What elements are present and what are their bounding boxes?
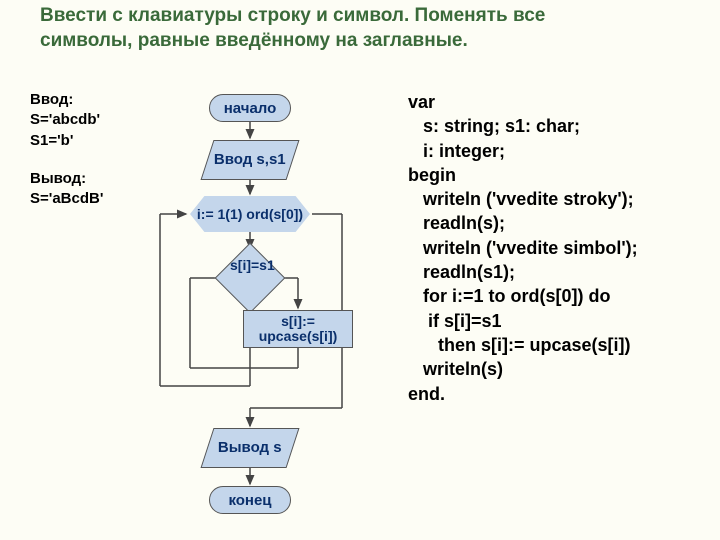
flow-process: s[i]:= upcase(s[i])	[243, 310, 353, 348]
flow-output-label: Вывод s	[218, 440, 282, 457]
flow-condition-label: s[i]=s1	[230, 258, 270, 273]
flow-input: Ввод s,s1	[201, 140, 300, 180]
flow-condition	[215, 243, 286, 314]
code-listing: var s: string; s1: char; i: integer; beg…	[408, 90, 718, 406]
page-title: Ввести с клавиатуры строку и символ. Пом…	[40, 4, 570, 53]
flow-start: начало	[209, 94, 291, 122]
flow-input-label: Ввод s,s1	[214, 152, 286, 169]
flow-loop: i:= 1(1) ord(s[0])	[190, 196, 310, 232]
flow-end: конец	[209, 486, 291, 514]
flowchart: начало Ввод s,s1 i:= 1(1) ord(s[0]) s[i]…	[120, 90, 400, 520]
flow-output: Вывод s	[201, 428, 300, 468]
